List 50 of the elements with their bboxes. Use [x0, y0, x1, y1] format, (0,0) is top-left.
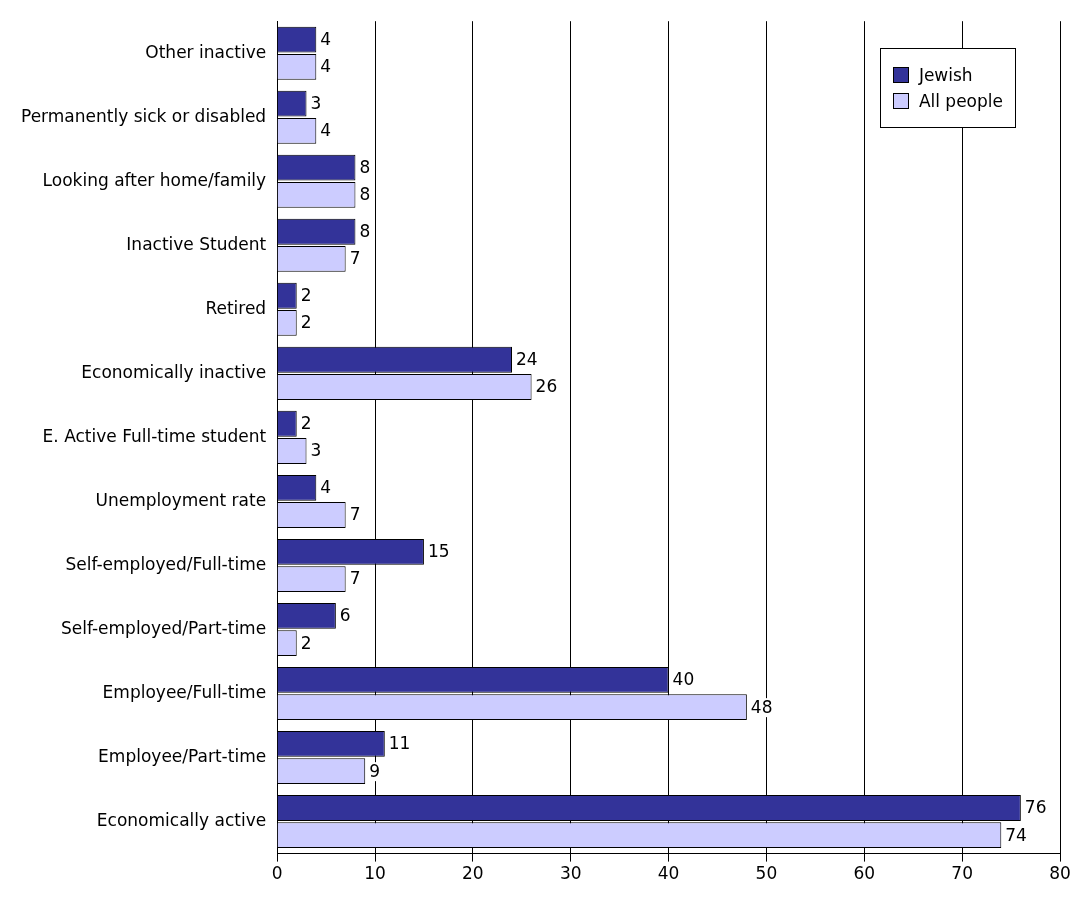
- y-tick-label: Looking after home/family: [42, 169, 267, 190]
- y-tick-label: Self-employed/Part-time: [60, 617, 267, 638]
- y-tick-label: Economically inactive: [81, 361, 267, 382]
- y-tick-label: Retired: [205, 297, 267, 318]
- y-tick-label: Other inactive: [145, 41, 267, 62]
- y-tick-label: Economically active: [96, 810, 267, 831]
- x-tick-label: 20: [462, 863, 484, 884]
- data-label: 7: [349, 568, 361, 589]
- data-label: 11: [388, 733, 411, 754]
- data-label: 2: [300, 312, 312, 333]
- data-label: 8: [359, 221, 371, 242]
- data-label: 6: [339, 605, 351, 626]
- x-tick-label: 80: [1049, 863, 1071, 884]
- y-tick-label: Employee/Full-time: [102, 681, 267, 702]
- data-label: 26: [535, 376, 558, 397]
- data-label: 4: [320, 477, 332, 498]
- data-label: 15: [427, 541, 450, 562]
- x-tick-label: 10: [364, 863, 386, 884]
- data-label: 7: [349, 248, 361, 269]
- data-label: 9: [369, 760, 381, 781]
- x-tick-label: 50: [755, 863, 778, 884]
- data-label: 76: [1024, 797, 1047, 818]
- data-label: 3: [310, 440, 322, 461]
- data-label: 74: [1005, 824, 1027, 845]
- y-tick-label: Permanently sick or disabled: [21, 105, 267, 126]
- data-label: 8: [359, 157, 371, 178]
- x-tick-label: 0: [271, 863, 283, 884]
- data-label: 8: [359, 184, 371, 205]
- data-label: 4: [320, 29, 332, 50]
- data-label: 4: [320, 56, 332, 77]
- y-tick-label: Inactive Student: [126, 233, 267, 254]
- y-tick-label: Self-employed/Full-time: [65, 553, 267, 574]
- data-label: 2: [300, 285, 312, 306]
- data-label: 24: [516, 349, 538, 370]
- x-tick-label: 30: [559, 863, 582, 884]
- legend-label: Jewish: [918, 65, 973, 85]
- data-label: 7: [349, 504, 361, 525]
- data-label: 4: [320, 120, 332, 141]
- data-label: 48: [750, 696, 773, 717]
- data-label: 2: [300, 413, 312, 434]
- x-tick-label: 60: [853, 863, 876, 884]
- y-tick-label: E. Active Full-time student: [42, 425, 267, 446]
- x-tick-label: 70: [951, 863, 973, 884]
- data-label: 40: [672, 669, 695, 690]
- y-tick-label: Employee/Part-time: [98, 745, 267, 766]
- legend-label: All people: [918, 91, 1003, 111]
- y-tick-label: Unemployment rate: [95, 489, 267, 510]
- data-label: 3: [310, 93, 322, 114]
- data-label: 2: [300, 632, 312, 653]
- x-tick-label: 40: [657, 863, 680, 884]
